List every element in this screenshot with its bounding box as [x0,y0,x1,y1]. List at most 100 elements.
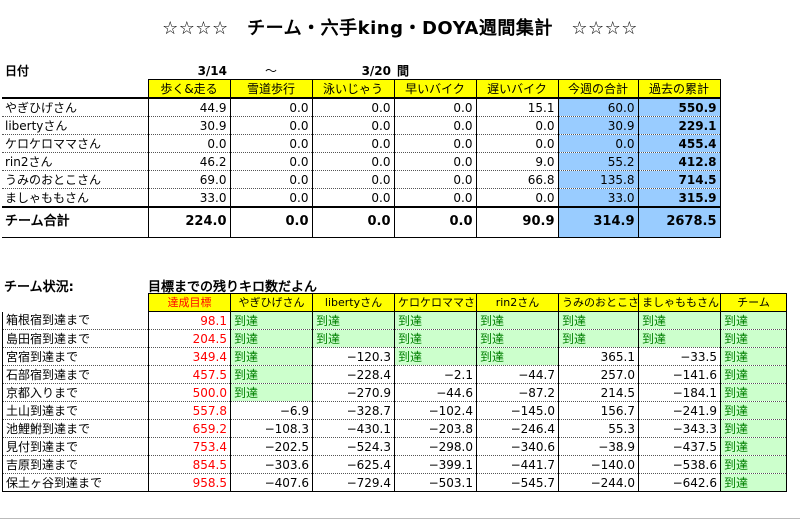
weekly-col-header: 遅いバイク [475,79,559,99]
status-row: 石部宿到達まで 457.5 到達 −228.4 −2.1 −44.7 257.0 −141.6… [2,365,787,384]
weekly-value: 0.0 [311,188,394,208]
weekly-row-name: libertyさん [2,116,148,135]
weekly-value: 0.0 [475,116,558,135]
weekly-value: 55.2 [557,152,638,171]
reached-badge: 到達 [394,311,477,330]
weekly-value: 0.0 [393,170,476,189]
weekly-total-row: チーム合計 224.0 0.0 0.0 0.0 90.9 314.9 2678.5 [2,206,721,238]
weekly-total-value: 0.0 [229,206,313,238]
status-row-name: 保土ヶ谷到達まで [2,473,149,492]
remaining-km: 365.1 [558,347,639,366]
weekly-value: 0.0 [393,98,476,117]
weekly-value: 550.9 [637,98,721,117]
remaining-km: −441.7 [476,455,559,474]
weekly-total-value: 2678.5 [637,206,721,238]
weekly-row: やぎひげさん 44.9 0.0 0.0 0.0 15.1 60.0 550.9 [2,98,721,117]
weekly-value: 66.8 [475,170,558,189]
reached-badge: 到達 [558,311,639,330]
remaining-km: −6.9 [230,401,313,420]
status-row: 土山到達まで 557.8 −6.9 −328.7 −102.4 −145.0 156.7 −2… [2,401,787,420]
reached-badge: 到達 [720,383,787,402]
reached-badge: 到達 [476,329,559,348]
status-target: 204.5 [148,329,231,348]
status-row: 吉原到達まで 854.5 −303.6 −625.4 −399.1 −441.7 −140.… [2,455,787,474]
weekly-value: 46.2 [147,152,230,171]
weekly-value: 714.5 [637,170,721,189]
reached-badge: 到達 [720,401,787,420]
remaining-km: 214.5 [558,383,639,402]
weekly-row-name: ましゃももさん [2,188,148,208]
remaining-km: −2.1 [394,365,477,384]
weekly-col-header: 早いバイク [393,79,477,99]
remaining-km: −33.5 [638,347,721,366]
weekly-value: 0.0 [311,170,394,189]
status-row-name: 京都入りまで [2,383,149,402]
weekly-value: 69.0 [147,170,230,189]
date-suffix: 間 [397,63,410,78]
remaining-km: −145.0 [476,401,559,420]
reached-badge: 到達 [394,329,477,348]
weekly-total-value: 0.0 [393,206,477,238]
weekly-value: 0.0 [475,188,558,208]
date-label: 日付 [5,63,30,78]
status-row: 池鯉鮒到達まで 659.2 −108.3 −430.1 −203.8 −246.4 55.3… [2,419,787,438]
remaining-km: −303.6 [230,455,313,474]
weekly-value: 412.8 [637,152,721,171]
status-target: 349.4 [148,347,231,366]
weekly-value: 0.0 [393,188,476,208]
reached-badge: 到達 [312,311,395,330]
weekly-value: 0.0 [229,170,312,189]
weekly-row: ましゃももさん 33.0 0.0 0.0 0.0 0.0 33.0 315.9 [2,188,721,208]
weekly-row-name: やぎひげさん [2,98,148,117]
remaining-km: −328.7 [312,401,395,420]
weekly-total-value: 314.9 [557,206,639,238]
reached-badge: 到達 [720,437,787,456]
reached-badge: 到達 [558,329,639,348]
status-header-row: 達成目標やぎひげさんlibertyさんケロケロママさんrin2さんうみのおとこさ… [3,293,787,312]
status-col-header: libertyさん [312,293,395,312]
weekly-value: 44.9 [147,98,230,117]
bottom-divider [0,518,800,519]
weekly-row: rin2さん 46.2 0.0 0.0 0.0 9.0 55.2 412.8 [2,152,721,171]
weekly-value: 0.0 [229,98,312,117]
reached-badge: 到達 [720,329,787,348]
reached-badge: 到達 [720,311,787,330]
weekly-value: 315.9 [637,188,721,208]
reached-badge: 到達 [720,473,787,492]
weekly-value: 0.0 [393,134,476,153]
weekly-value: 0.0 [229,152,312,171]
remaining-km: −241.9 [638,401,721,420]
status-row-name: 石部宿到達まで [2,365,149,384]
status-row: 宮宿到達まで 349.4 到達 −120.3 到達 到達 365.1 −33.5 到達 [2,347,787,366]
status-col-header: ケロケロママさん [394,293,477,312]
weekly-total-value: 224.0 [147,206,231,238]
weekly-value: 0.0 [393,152,476,171]
reached-badge: 到達 [312,329,395,348]
remaining-km: −545.7 [476,473,559,492]
remaining-km: −343.3 [638,419,721,438]
remaining-km: 55.3 [558,419,639,438]
weekly-value: 0.0 [393,116,476,135]
remaining-km: −430.1 [312,419,395,438]
reached-badge: 到達 [476,347,559,366]
weekly-row: libertyさん 30.9 0.0 0.0 0.0 0.0 30.9 229.1 [2,116,721,135]
remaining-km: −38.9 [558,437,639,456]
weekly-col-header: 歩く&走る [147,79,231,99]
weekly-value: 33.0 [147,188,230,208]
remaining-km: 257.0 [558,365,639,384]
status-col-header: チーム [720,293,787,312]
remaining-km: −141.6 [638,365,721,384]
weekly-row-name: rin2さん [2,152,148,171]
date-row: 日付 3/14 ～ 3/20 間 [2,62,720,80]
weekly-total-name: チーム合計 [2,206,148,238]
status-target: 659.2 [148,419,231,438]
weekly-row-name: ケロケロママさん [2,134,148,153]
weekly-row-name: うみのおとこさん [2,170,148,189]
weekly-header-row: 歩く&走る 雪道歩行 泳いじゃう 早いバイク 遅いバイク 今週の合計 過去の累計 [2,79,721,99]
remaining-km: −503.1 [394,473,477,492]
reached-badge: 到達 [230,383,313,402]
status-col-header: rin2さん [476,293,559,312]
reached-badge: 到達 [230,311,313,330]
weekly-table: 日付 3/14 ～ 3/20 間 歩く&走る 雪道歩行 泳いじゃう 早いバイク 遅いバイ… [2,62,721,238]
status-row-name: 箱根宿到達まで [2,311,149,330]
